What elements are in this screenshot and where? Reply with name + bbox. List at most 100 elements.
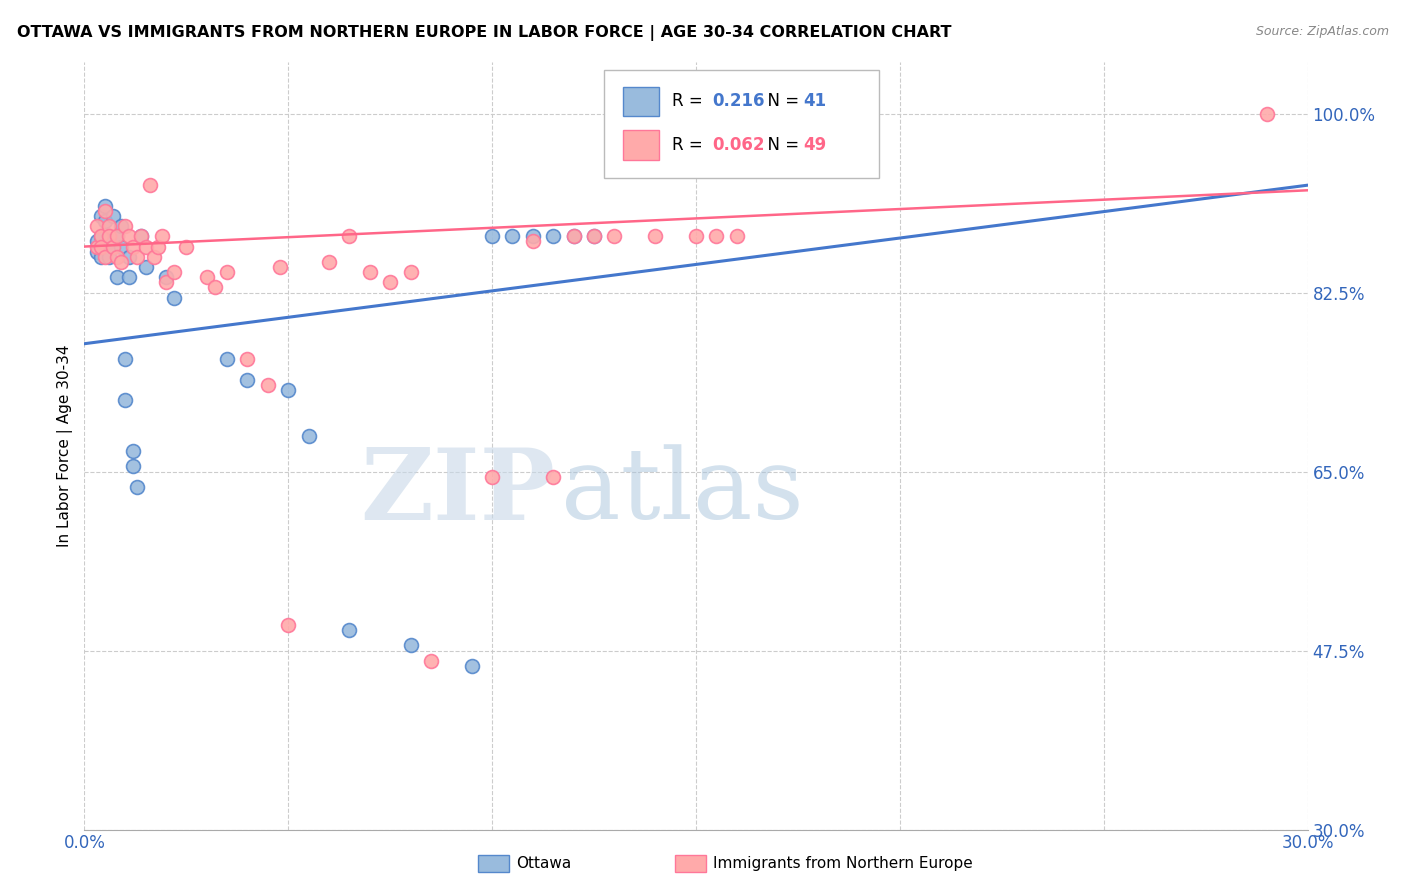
- Point: [118, 270, 141, 285]
- Point: [481, 469, 503, 483]
- FancyBboxPatch shape: [605, 70, 880, 178]
- Point: [86, 219, 108, 233]
- Point: [90, 229, 112, 244]
- Point: [481, 229, 503, 244]
- Point: [339, 623, 361, 637]
- Point: [399, 639, 422, 653]
- Text: Ottawa: Ottawa: [516, 856, 571, 871]
- Point: [150, 229, 173, 244]
- Point: [105, 250, 128, 264]
- Point: [97, 235, 120, 249]
- Point: [236, 372, 259, 386]
- Point: [502, 229, 524, 244]
- Point: [86, 244, 108, 259]
- Point: [105, 270, 128, 285]
- Point: [138, 178, 160, 193]
- Text: N =: N =: [758, 92, 804, 110]
- Point: [217, 265, 239, 279]
- FancyBboxPatch shape: [623, 130, 659, 160]
- Point: [685, 229, 707, 244]
- Text: R =: R =: [672, 136, 707, 154]
- Text: ZIP: ZIP: [360, 443, 555, 541]
- Point: [135, 260, 157, 274]
- Point: [93, 250, 115, 264]
- Point: [97, 219, 120, 233]
- Point: [114, 219, 136, 233]
- Point: [131, 229, 153, 244]
- Point: [174, 239, 197, 253]
- Text: atlas: atlas: [561, 444, 804, 540]
- Point: [97, 229, 120, 244]
- Point: [461, 659, 484, 673]
- Point: [86, 235, 108, 249]
- Point: [298, 429, 321, 443]
- Point: [118, 229, 141, 244]
- Point: [97, 250, 120, 264]
- Point: [105, 229, 128, 244]
- Point: [543, 469, 565, 483]
- Point: [236, 352, 259, 367]
- Point: [86, 239, 108, 253]
- Text: 49: 49: [804, 136, 827, 154]
- Point: [122, 239, 145, 253]
- Point: [644, 229, 666, 244]
- Point: [420, 654, 443, 668]
- Point: [204, 280, 226, 294]
- Text: R =: R =: [672, 92, 707, 110]
- Point: [583, 229, 606, 244]
- Point: [101, 239, 124, 253]
- Point: [105, 229, 128, 244]
- Point: [114, 352, 136, 367]
- Point: [114, 392, 136, 407]
- Point: [135, 239, 157, 253]
- Text: OTTAWA VS IMMIGRANTS FROM NORTHERN EUROPE IN LABOR FORCE | AGE 30-34 CORRELATION: OTTAWA VS IMMIGRANTS FROM NORTHERN EUROP…: [17, 25, 952, 41]
- Text: Immigrants from Northern Europe: Immigrants from Northern Europe: [713, 856, 973, 871]
- Point: [725, 229, 748, 244]
- Point: [269, 260, 291, 274]
- Point: [562, 229, 585, 244]
- Point: [359, 265, 381, 279]
- Point: [110, 219, 132, 233]
- Point: [93, 199, 115, 213]
- Point: [339, 229, 361, 244]
- Point: [257, 377, 280, 392]
- Text: N =: N =: [758, 136, 804, 154]
- Y-axis label: In Labor Force | Age 30-34: In Labor Force | Age 30-34: [58, 344, 73, 548]
- Point: [110, 239, 132, 253]
- Point: [380, 276, 402, 290]
- Point: [101, 239, 124, 253]
- Point: [706, 229, 728, 244]
- Point: [163, 291, 186, 305]
- Point: [93, 203, 115, 218]
- Point: [90, 229, 112, 244]
- Point: [110, 255, 132, 269]
- Text: 0.062: 0.062: [711, 136, 765, 154]
- Point: [142, 250, 165, 264]
- Text: 0.216: 0.216: [711, 92, 765, 110]
- Point: [1256, 106, 1278, 120]
- Point: [131, 229, 153, 244]
- Point: [90, 239, 112, 253]
- Point: [217, 352, 239, 367]
- Point: [90, 250, 112, 264]
- FancyBboxPatch shape: [623, 87, 659, 116]
- Point: [118, 250, 141, 264]
- Point: [101, 209, 124, 223]
- Point: [603, 229, 626, 244]
- Point: [122, 444, 145, 458]
- Point: [543, 229, 565, 244]
- Point: [97, 229, 120, 244]
- Point: [93, 214, 115, 228]
- Point: [277, 618, 299, 632]
- Point: [155, 276, 177, 290]
- Point: [127, 250, 149, 264]
- Text: 41: 41: [804, 92, 827, 110]
- Point: [195, 270, 218, 285]
- Text: Source: ZipAtlas.com: Source: ZipAtlas.com: [1256, 25, 1389, 38]
- Point: [277, 383, 299, 397]
- Point: [90, 209, 112, 223]
- Point: [562, 229, 585, 244]
- Point: [146, 239, 169, 253]
- Point: [155, 270, 177, 285]
- Point: [122, 459, 145, 474]
